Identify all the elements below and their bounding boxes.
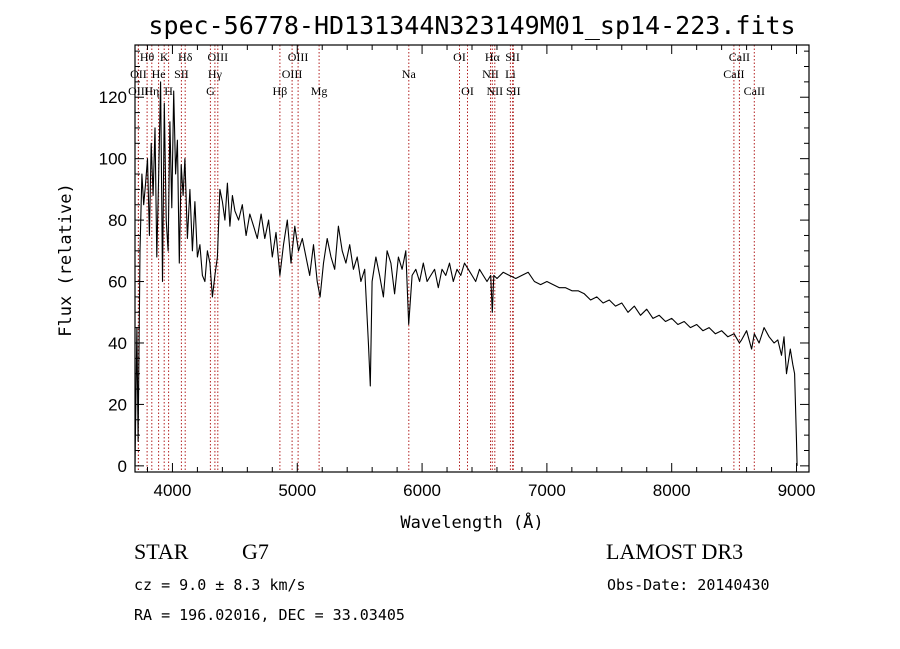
object-class: STAR bbox=[134, 539, 189, 564]
line-label-8: SII bbox=[174, 67, 189, 81]
line-label-12: Hβ bbox=[273, 84, 288, 98]
line-label-6: H bbox=[164, 84, 173, 98]
line-label-26: CaII bbox=[723, 67, 744, 81]
line-label-1: OII bbox=[130, 67, 147, 81]
line-label-2: OIII bbox=[128, 84, 149, 98]
line-label-27: CaII bbox=[744, 84, 765, 98]
x-tick-label-3: 7000 bbox=[528, 481, 566, 500]
line-label-23: NII bbox=[486, 84, 503, 98]
x-axis-ticks: 4000 5000 6000 7000 8000 9000 bbox=[146, 45, 816, 500]
spectral-line-markers bbox=[137, 45, 755, 472]
line-label-25: CaII bbox=[729, 50, 750, 64]
line-label-10: Hγ bbox=[208, 67, 223, 81]
line-label-0: Hθ bbox=[140, 50, 155, 64]
line-label-15: Mg bbox=[311, 84, 328, 98]
line-label-24: SII bbox=[506, 84, 521, 98]
y-tick-label-4: 80 bbox=[108, 211, 127, 230]
y-tick-label-0: 0 bbox=[118, 457, 127, 476]
line-label-16: Na bbox=[402, 67, 417, 81]
object-subclass: G7 bbox=[242, 539, 269, 564]
line-label-19: Hα bbox=[485, 50, 501, 64]
line-label-9: OIII bbox=[207, 50, 228, 64]
y-tick-label-1: 20 bbox=[108, 395, 127, 414]
line-label-11: G bbox=[206, 84, 215, 98]
line-label-3: He bbox=[152, 67, 166, 81]
line-label-17: OI bbox=[453, 50, 466, 64]
line-label-22: Li bbox=[505, 67, 516, 81]
y-tick-label-6: 120 bbox=[99, 88, 127, 107]
line-label-5: Hη bbox=[144, 84, 159, 98]
x-tick-label-1: 5000 bbox=[278, 481, 316, 500]
redshift-velocity: cz = 9.0 ± 8.3 km/s bbox=[134, 576, 306, 594]
line-label-4: K bbox=[160, 50, 169, 64]
line-label-7: Hδ bbox=[178, 50, 193, 64]
coordinates: RA = 196.02016, DEC = 33.03405 bbox=[134, 606, 405, 624]
x-tick-label-2: 6000 bbox=[403, 481, 441, 500]
x-tick-label-0: 4000 bbox=[154, 481, 192, 500]
plot-frame bbox=[134, 44, 810, 473]
y-tick-label-5: 100 bbox=[99, 150, 127, 169]
y-axis-label: Flux (relative) bbox=[56, 183, 76, 337]
y-tick-label-3: 60 bbox=[108, 273, 127, 292]
observation-date: Obs-Date: 20140430 bbox=[607, 576, 770, 594]
line-label-20: SII bbox=[505, 50, 520, 64]
line-label-18: OI bbox=[461, 84, 474, 98]
y-tick-label-2: 40 bbox=[108, 334, 127, 353]
x-tick-label-4: 8000 bbox=[653, 481, 691, 500]
line-label-14: OIII bbox=[282, 67, 303, 81]
line-label-13: OIII bbox=[288, 50, 309, 64]
chart-title: spec-56778-HD131344N323149M01_sp14-223.f… bbox=[148, 11, 795, 40]
line-label-21: NII bbox=[482, 67, 499, 81]
survey-name: LAMOST DR3 bbox=[606, 539, 743, 564]
x-axis-label: Wavelength (Å) bbox=[400, 511, 543, 533]
y-axis-ticks: 0 20 40 60 80 100 120 bbox=[99, 50, 809, 476]
spectrum-line bbox=[134, 81, 798, 466]
x-tick-label-5: 9000 bbox=[778, 481, 816, 500]
